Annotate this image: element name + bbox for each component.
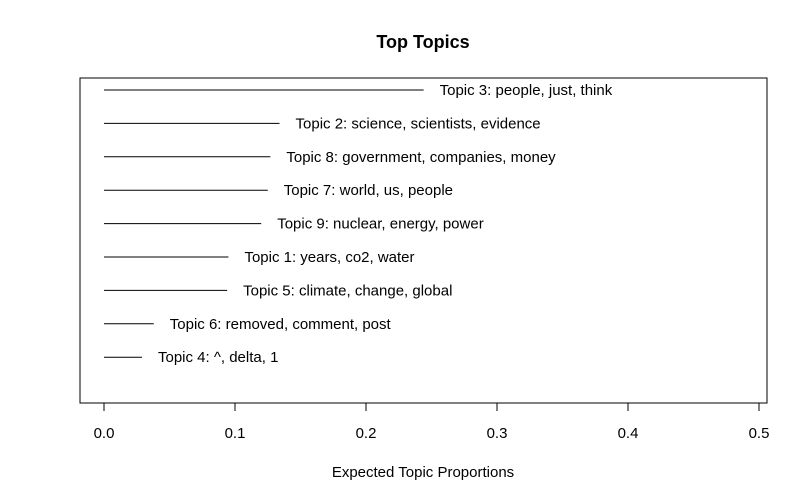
topic-label: Topic 7: world, us, people bbox=[284, 182, 453, 199]
bar-group: Topic 3: people, just, think Topic 2: sci… bbox=[104, 82, 613, 366]
x-tick-label: 0.5 bbox=[749, 425, 770, 442]
x-tick-label: 0.2 bbox=[356, 425, 377, 442]
topic-label: Topic 9: nuclear, energy, power bbox=[277, 216, 484, 233]
x-tick-label: 0.4 bbox=[618, 425, 639, 442]
topic-label: Topic 1: years, co2, water bbox=[244, 249, 414, 266]
topic-label: Topic 5: climate, change, global bbox=[243, 282, 452, 299]
x-axis-label: Expected Topic Proportions bbox=[332, 464, 514, 481]
topic-label: Topic 3: people, just, think bbox=[440, 82, 613, 99]
topic-label: Topic 8: government, companies, money bbox=[286, 149, 556, 166]
topic-label: Topic 2: science, scientists, evidence bbox=[296, 115, 541, 132]
x-tick-label: 0.1 bbox=[225, 425, 246, 442]
x-tick-label: 0.3 bbox=[487, 425, 508, 442]
chart-title: Top Topics bbox=[376, 32, 469, 52]
topic-label: Topic 4: ^, delta, 1 bbox=[158, 349, 278, 366]
topic-label: Topic 6: removed, comment, post bbox=[170, 316, 392, 333]
x-tick-label: 0.0 bbox=[94, 425, 115, 442]
x-axis-ticks: 0.0 0.1 0.2 0.3 0.4 0.5 bbox=[94, 403, 770, 442]
